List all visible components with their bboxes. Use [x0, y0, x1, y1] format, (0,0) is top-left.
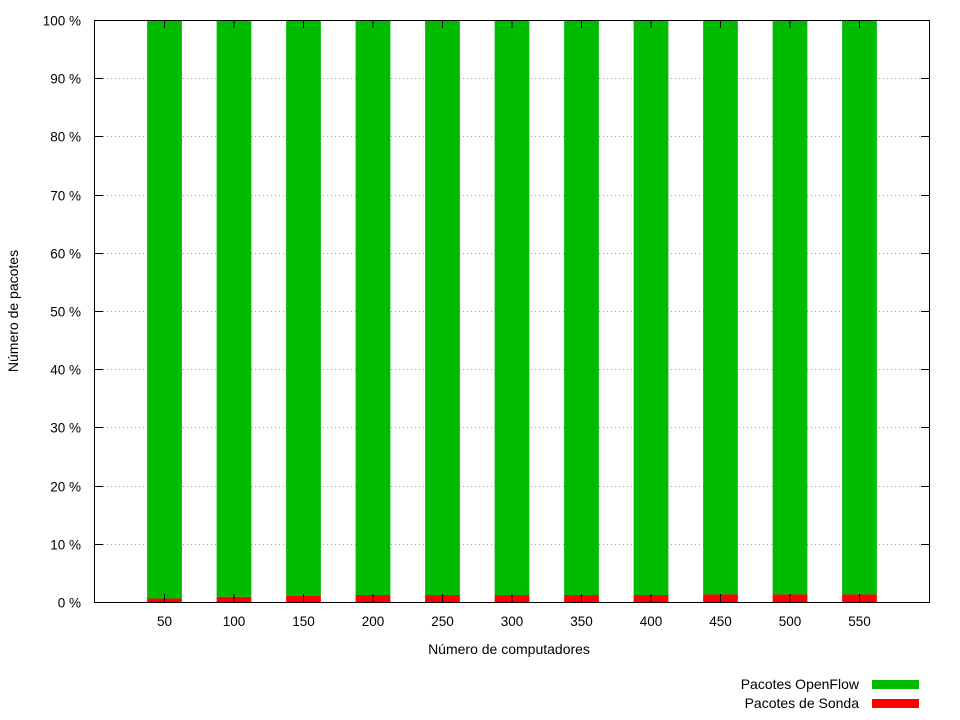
- y-tick-label: 60 %: [50, 247, 81, 262]
- x-tick-label: 50: [157, 614, 172, 629]
- x-tick-label: 150: [292, 614, 315, 629]
- bar-segment: [147, 20, 182, 599]
- x-tick-label: 100: [223, 614, 246, 629]
- y-tick-label: 80 %: [50, 130, 81, 145]
- x-tick-label: 200: [362, 614, 385, 629]
- axis-ticks: 0 % 10 % 20 % 30 % 40 % 50 % 60 % 70 % 80 % 90 % 1…: [43, 14, 929, 629]
- y-tick-label: 50 %: [50, 305, 81, 320]
- legend-swatch: [872, 699, 919, 708]
- y-tick-label: 30 %: [50, 421, 81, 436]
- bar-segment: [286, 20, 321, 596]
- x-tick-label: 350: [570, 614, 593, 629]
- x-tick-label: 550: [848, 614, 871, 629]
- bar-segment: [216, 20, 252, 597]
- legend: Pacotes OpenFlow Pacotes de Sonda: [741, 676, 919, 711]
- legend-label: Pacotes de Sonda: [745, 695, 860, 711]
- y-axis-title: Número de pacotes: [5, 250, 21, 372]
- legend-label: Pacotes OpenFlow: [741, 676, 860, 692]
- bar-segment: [633, 20, 669, 596]
- bar-segment: [703, 20, 738, 595]
- x-tick-label: 500: [779, 614, 802, 629]
- y-tick-label: 100 %: [43, 14, 81, 29]
- y-tick-label: 70 %: [50, 189, 81, 204]
- bar-segment: [425, 20, 460, 596]
- y-tick-label: 90 %: [50, 72, 81, 87]
- bar-segment: [494, 20, 530, 596]
- x-tick-label: 450: [709, 614, 732, 629]
- bar-segment: [842, 20, 877, 595]
- x-tick-label: 400: [640, 614, 663, 629]
- y-tick-label: 40 %: [50, 363, 81, 378]
- x-tick-label: 250: [431, 614, 454, 629]
- x-axis-title: Número de computadores: [428, 641, 590, 657]
- bar-segment: [772, 20, 808, 595]
- y-tick-label: 10 %: [50, 538, 81, 553]
- y-tick-label: 0 %: [58, 596, 81, 611]
- bar-segment: [564, 20, 599, 596]
- x-tick-label: 300: [501, 614, 524, 629]
- bar-segment: [355, 20, 391, 596]
- legend-swatch: [872, 680, 919, 689]
- bars: [147, 20, 877, 602]
- y-tick-label: 20 %: [50, 480, 81, 495]
